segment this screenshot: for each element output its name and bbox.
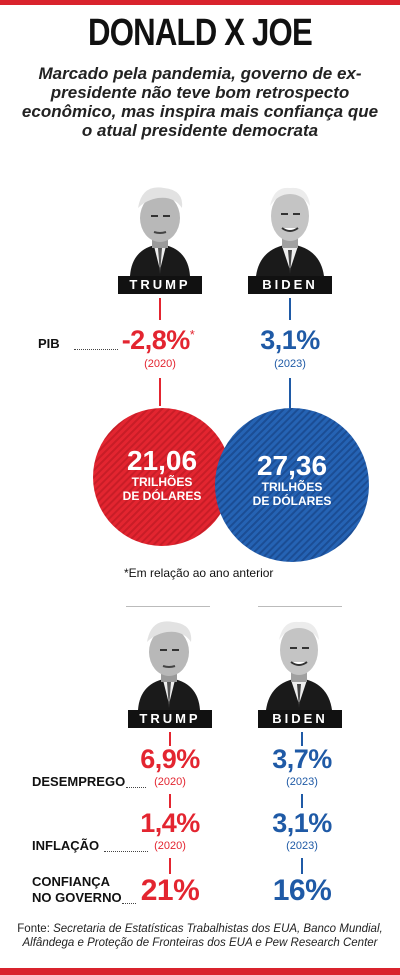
trump-gdp-circle bbox=[93, 408, 231, 546]
biden-gdp-circle bbox=[215, 408, 369, 562]
biden-portrait bbox=[266, 621, 332, 710]
biden-connector-line bbox=[301, 794, 303, 808]
desemprego-leader-dots bbox=[126, 786, 146, 788]
trump-connector-line bbox=[169, 858, 171, 874]
biden-portrait bbox=[256, 187, 324, 276]
biden-desemprego-value: 3,7% bbox=[272, 744, 332, 774]
biden-inflacao-value: 3,1% bbox=[272, 808, 332, 838]
biden-gdp-value: 27,36 bbox=[256, 450, 328, 481]
source-prefix: Fonte: bbox=[17, 923, 50, 935]
trump-inflacao-year: (2020) bbox=[154, 840, 186, 852]
trump-gdp-text: 21,06 TRILHÕES DE DÓLARES bbox=[92, 445, 232, 504]
top-accent-bar bbox=[0, 0, 400, 5]
trump-pib-value: -2,8%* bbox=[121, 325, 195, 355]
source-note: Fonte: Secretaria de Estatísticas Trabal… bbox=[8, 922, 392, 950]
trump-connector-line bbox=[169, 794, 171, 808]
trump-name-label: TRUMP bbox=[128, 710, 212, 728]
biden-inflacao-year: (2023) bbox=[286, 840, 318, 852]
divider bbox=[258, 606, 342, 607]
biden-connector-line bbox=[301, 732, 303, 746]
trump-inflacao-value: 1,4% bbox=[140, 808, 200, 838]
page-title: DONALD X JOE bbox=[88, 12, 313, 54]
confianca-label: CONFIANÇA NO GOVERNO bbox=[32, 874, 122, 906]
biden-gdp-unit-1: TRILHÕES bbox=[261, 480, 323, 494]
trump-gdp-unit-1: TRILHÕES bbox=[131, 475, 193, 489]
confianca-label-line1: CONFIANÇA bbox=[32, 874, 110, 889]
pib-leader-dots bbox=[74, 348, 118, 350]
trump-gdp-value: 21,06 bbox=[126, 445, 198, 476]
trump-confianca-value: 21% bbox=[140, 874, 200, 907]
biden-connector-line bbox=[289, 378, 291, 414]
biden-confianca-value: 16% bbox=[272, 874, 332, 907]
biden-gdp-text: 27,36 TRILHÕES DE DÓLARES bbox=[214, 450, 370, 509]
trump-gdp-unit-2: DE DÓLARES bbox=[122, 489, 202, 503]
biden-name-label: BIDEN bbox=[248, 276, 332, 294]
inflacao-label: INFLAÇÃO bbox=[32, 838, 100, 853]
bottom-accent-bar bbox=[0, 968, 400, 975]
desemprego-label: DESEMPREGO bbox=[32, 774, 126, 789]
trump-pib-year: (2020) bbox=[144, 358, 176, 370]
trump-connector-line bbox=[159, 378, 161, 406]
inflacao-leader-dots bbox=[104, 850, 148, 852]
source-text: Secretaria de Estatísticas Trabalhistas … bbox=[22, 923, 383, 949]
confianca-leader-dots bbox=[122, 902, 136, 904]
biden-connector-line bbox=[289, 298, 291, 320]
trump-connector-line bbox=[169, 732, 171, 746]
page-subtitle: Marcado pela pandemia, governo de ex-pre… bbox=[21, 64, 379, 140]
trump-portrait bbox=[130, 187, 190, 276]
trump-portrait bbox=[138, 621, 200, 710]
trump-desemprego-year: (2020) bbox=[154, 776, 186, 788]
divider bbox=[126, 606, 210, 607]
biden-pib-year: (2023) bbox=[274, 358, 306, 370]
biden-desemprego-year: (2023) bbox=[286, 776, 318, 788]
pib-label: PIB bbox=[38, 336, 60, 351]
trump-desemprego-value: 6,9% bbox=[140, 744, 200, 774]
biden-connector-line bbox=[301, 858, 303, 874]
footnote: *Em relação ao ano anterior bbox=[124, 566, 274, 580]
confianca-label-line2: NO GOVERNO bbox=[32, 890, 122, 905]
biden-pib-value: 3,1% bbox=[260, 325, 320, 355]
trump-name-label: TRUMP bbox=[118, 276, 202, 294]
trump-connector-line bbox=[159, 298, 161, 320]
biden-name-label: BIDEN bbox=[258, 710, 342, 728]
biden-gdp-unit-2: DE DÓLARES bbox=[252, 494, 332, 508]
